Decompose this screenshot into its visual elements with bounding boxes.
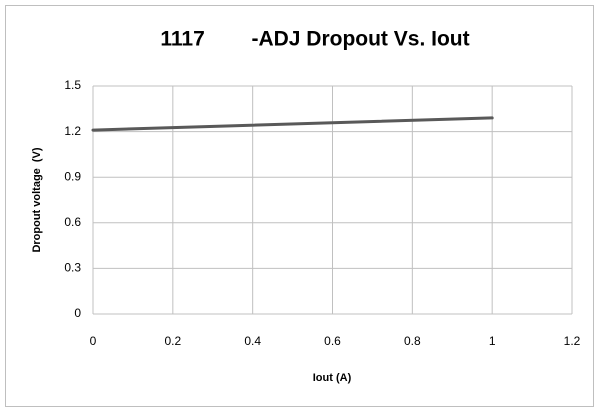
x-tick-label: 0 — [90, 334, 97, 348]
chart-title: 1117 -ADJ Dropout Vs. Iout — [160, 28, 469, 51]
y-tick-label: 0.3 — [64, 261, 81, 275]
y-tick-label: 0 — [74, 306, 81, 320]
x-tick-label: 0.2 — [164, 334, 181, 348]
y-tick-label: 0.6 — [64, 215, 81, 229]
x-tick-label: 1 — [489, 334, 496, 348]
y-tick-label: 0.9 — [64, 169, 81, 183]
y-tick-label: 1.2 — [64, 124, 81, 138]
chart-border — [5, 5, 594, 407]
data-line — [91, 116, 494, 132]
x-tick-label: 1.2 — [564, 334, 581, 348]
x-tick-label: 0.8 — [404, 334, 421, 348]
x-tick-label: 0.6 — [324, 334, 341, 348]
x-axis-label: Iout (A) — [313, 372, 352, 384]
x-tick-label: 0.4 — [244, 334, 261, 348]
y-axis-label: Dropout voltage (V) — [31, 147, 43, 252]
y-tick-label: 1.5 — [64, 78, 81, 92]
